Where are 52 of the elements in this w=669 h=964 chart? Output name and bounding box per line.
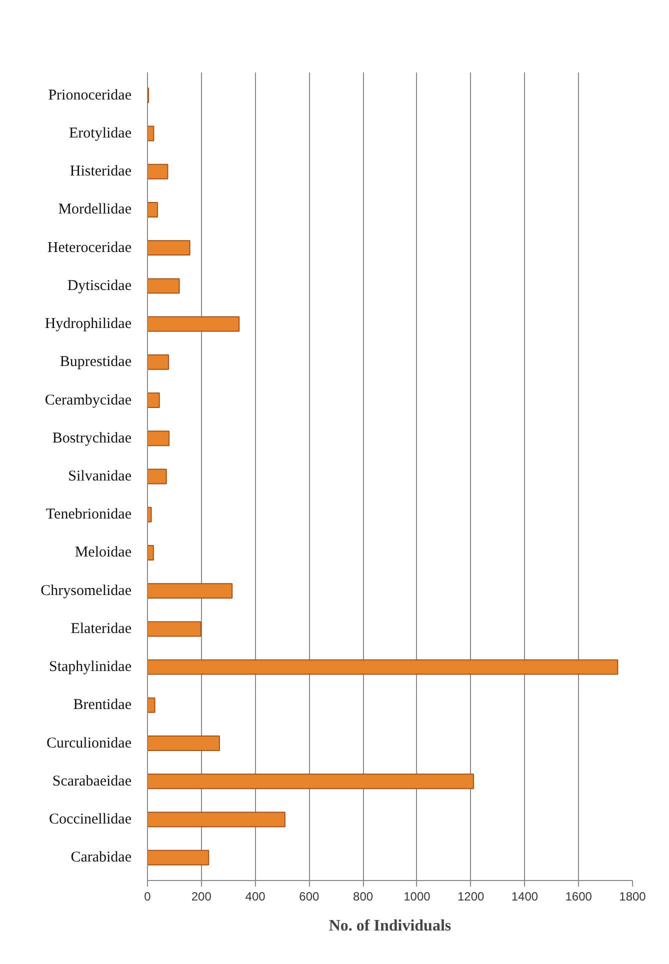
bar [148, 316, 240, 332]
bar [148, 278, 180, 294]
y-tick-label: Meloidae [74, 544, 132, 561]
y-tick-label: Coccinellidae [49, 812, 132, 828]
x-tick-label: 0 [144, 890, 152, 904]
y-tick-label: Hydrophilidae [44, 316, 132, 332]
x-tick-label: 1200 [457, 890, 485, 904]
bar [148, 164, 168, 180]
bar [148, 812, 286, 828]
y-tick-label: Tenebrionidae [46, 506, 132, 523]
y-tick-label: Dytiscidae [67, 278, 132, 294]
y-tick-label: Buprestidae [60, 354, 132, 370]
bar [148, 354, 170, 370]
bar [148, 697, 156, 713]
y-tick-label: Erotylidae [69, 125, 132, 142]
y-tick-label: Silvanidae [68, 468, 132, 484]
y-tick-label: Chrysomelidae [40, 582, 132, 599]
y-tick-label: Cerambycidae [44, 392, 132, 408]
bar [148, 621, 202, 637]
x-tick-label: 1400 [511, 890, 538, 904]
y-tick-label: Elateridae [70, 620, 132, 637]
bar [148, 430, 170, 446]
bar [148, 506, 152, 522]
x-tick-label: 1600 [565, 890, 592, 904]
x-tick-label: 1000 [404, 890, 431, 904]
y-tick-label: Prionoceridae [48, 87, 132, 104]
y-tick-label: Mordellidae [58, 202, 132, 218]
bar [148, 850, 210, 866]
y-tick-label: Scarabaeidae [52, 773, 132, 790]
y-tick-label: Staphylinidae [49, 659, 132, 676]
y-tick-label: Heteroceridae [47, 240, 132, 256]
bar [148, 774, 474, 790]
y-tick-label: Brentidae [73, 697, 132, 714]
x-tick-label: 600 [299, 890, 320, 904]
y-tick-label: Curculionidae [46, 735, 132, 752]
x-axis-title: No. of Individuals [328, 918, 452, 934]
bar [148, 583, 233, 599]
bar [148, 659, 618, 675]
bar [148, 126, 154, 142]
bar [148, 468, 167, 484]
bar [148, 392, 160, 408]
x-tick-label: 800 [353, 890, 374, 904]
x-tick-label: 1800 [619, 890, 646, 904]
y-tick-label: Bostrychidae [52, 430, 132, 446]
y-tick-label: Carabidae [70, 850, 132, 866]
bar [148, 736, 220, 752]
bar [148, 240, 190, 256]
bar [148, 202, 158, 218]
x-tick-label: 400 [245, 890, 266, 904]
y-tick-label: Histeridae [70, 164, 132, 180]
bar [148, 544, 154, 560]
x-tick-label: 200 [191, 890, 212, 904]
